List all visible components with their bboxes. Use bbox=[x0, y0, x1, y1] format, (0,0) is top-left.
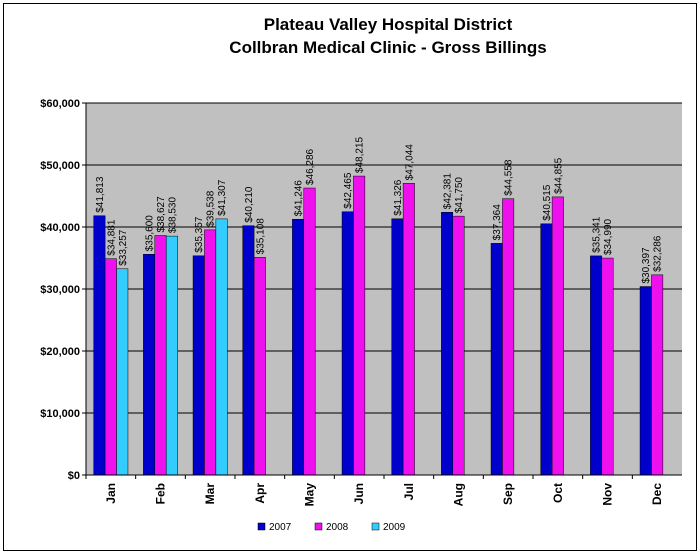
bar bbox=[551, 196, 564, 476]
value-label: $38,530 bbox=[167, 197, 178, 234]
x-tick-label: Aug bbox=[452, 483, 466, 506]
value-label: $33,257 bbox=[118, 229, 129, 266]
y-tick-label: $20,000 bbox=[40, 346, 80, 358]
bar bbox=[215, 218, 228, 476]
x-tick-label: Sep bbox=[501, 483, 515, 505]
bar bbox=[154, 235, 167, 476]
value-label: $41,750 bbox=[454, 177, 465, 214]
value-label: $34,990 bbox=[603, 218, 614, 255]
bar bbox=[590, 255, 603, 476]
bar bbox=[639, 286, 652, 476]
value-label: $41,246 bbox=[294, 180, 305, 217]
bar bbox=[502, 198, 515, 476]
legend-swatch bbox=[314, 522, 323, 531]
bar bbox=[165, 235, 178, 476]
bar bbox=[341, 211, 354, 476]
value-label: $30,397 bbox=[641, 247, 652, 284]
bar bbox=[242, 225, 255, 476]
x-tick-label: Oct bbox=[551, 483, 565, 503]
chart-subtitle: Collbran Medical Clinic - Gross Billings bbox=[229, 38, 546, 57]
bar bbox=[601, 257, 614, 476]
y-tick-label: $30,000 bbox=[40, 284, 80, 296]
y-tick-label: $50,000 bbox=[40, 160, 80, 172]
bar bbox=[303, 187, 316, 476]
value-label: $35,357 bbox=[194, 216, 205, 253]
bar bbox=[292, 219, 305, 476]
value-label: $35,600 bbox=[145, 215, 156, 252]
y-tick-label: $0 bbox=[68, 470, 80, 482]
x-tick-label: Mar bbox=[203, 483, 217, 505]
chart-title: Plateau Valley Hospital District bbox=[264, 15, 513, 34]
bar bbox=[104, 258, 117, 476]
x-tick-label: Dec bbox=[650, 483, 664, 505]
value-label: $39,538 bbox=[206, 190, 217, 227]
x-tick-label: Jun bbox=[352, 483, 366, 504]
x-tick-label: May bbox=[303, 483, 317, 507]
value-label: $40,210 bbox=[244, 186, 255, 223]
bar bbox=[253, 257, 266, 476]
x-tick-label: Apr bbox=[253, 483, 267, 504]
x-tick-label: Jan bbox=[104, 483, 118, 504]
bar bbox=[192, 255, 205, 476]
bar bbox=[353, 175, 366, 476]
x-tick-label: Jul bbox=[402, 483, 416, 500]
value-label: $42,465 bbox=[343, 172, 354, 209]
value-label: $40,515 bbox=[542, 184, 553, 221]
bar bbox=[540, 223, 553, 476]
bar bbox=[391, 218, 404, 476]
x-tick-label: Nov bbox=[601, 483, 615, 506]
legend-label: 2009 bbox=[383, 522, 406, 533]
legend-swatch bbox=[371, 522, 380, 531]
bar bbox=[452, 215, 465, 476]
value-label: $41,307 bbox=[217, 179, 228, 216]
value-label: $34,881 bbox=[106, 219, 117, 256]
value-label: $48,215 bbox=[355, 136, 366, 173]
y-tick-label: $10,000 bbox=[40, 408, 80, 420]
value-label: $38,627 bbox=[156, 196, 167, 233]
value-label: $35,341 bbox=[592, 216, 603, 253]
legend-label: 2008 bbox=[326, 522, 349, 533]
value-label: $44,558 bbox=[504, 159, 515, 196]
bar bbox=[441, 211, 454, 476]
value-label: $47,044 bbox=[404, 144, 415, 181]
bar bbox=[490, 243, 503, 476]
value-label: $41,326 bbox=[393, 179, 404, 216]
value-label: $44,855 bbox=[553, 157, 564, 194]
value-label: $37,364 bbox=[492, 204, 503, 241]
bar bbox=[116, 268, 129, 476]
value-label: $42,381 bbox=[443, 173, 454, 210]
value-label: $32,286 bbox=[653, 235, 664, 272]
value-label: $35,108 bbox=[255, 218, 266, 255]
bar bbox=[93, 215, 106, 476]
legend-label: 2007 bbox=[269, 522, 292, 533]
legend-swatch bbox=[257, 522, 266, 531]
value-label: $41,813 bbox=[95, 176, 106, 213]
y-tick-label: $60,000 bbox=[40, 98, 80, 110]
x-tick-label: Feb bbox=[154, 483, 168, 504]
bar bbox=[143, 254, 156, 476]
y-tick-label: $40,000 bbox=[40, 222, 80, 234]
bar bbox=[402, 183, 415, 476]
value-label: $46,286 bbox=[305, 148, 316, 185]
bar bbox=[204, 229, 217, 476]
bar bbox=[651, 274, 664, 476]
